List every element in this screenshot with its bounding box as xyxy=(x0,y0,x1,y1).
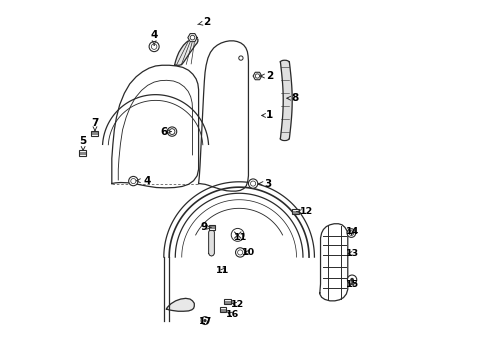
Text: 1: 1 xyxy=(261,111,273,121)
FancyBboxPatch shape xyxy=(292,209,298,214)
Text: 11: 11 xyxy=(233,233,246,242)
Circle shape xyxy=(248,179,257,188)
Text: 6: 6 xyxy=(160,127,171,136)
Polygon shape xyxy=(166,298,194,311)
FancyBboxPatch shape xyxy=(220,307,225,312)
Circle shape xyxy=(167,127,176,136)
Polygon shape xyxy=(198,41,248,191)
Text: 14: 14 xyxy=(345,228,358,237)
Circle shape xyxy=(349,278,353,282)
Text: 8: 8 xyxy=(286,93,298,103)
FancyBboxPatch shape xyxy=(208,225,215,230)
Text: 4: 4 xyxy=(136,176,150,186)
Circle shape xyxy=(201,317,208,324)
Text: 5: 5 xyxy=(80,136,86,150)
Text: 12: 12 xyxy=(230,300,244,309)
FancyBboxPatch shape xyxy=(224,300,230,305)
Circle shape xyxy=(235,248,244,257)
Polygon shape xyxy=(319,224,347,301)
Text: 3: 3 xyxy=(258,179,271,189)
Circle shape xyxy=(169,129,175,134)
Text: 13: 13 xyxy=(345,249,358,258)
Text: 4: 4 xyxy=(150,30,158,45)
Polygon shape xyxy=(187,33,197,42)
FancyBboxPatch shape xyxy=(79,150,86,156)
Polygon shape xyxy=(174,38,198,65)
Text: 11: 11 xyxy=(216,266,229,275)
Text: 9: 9 xyxy=(201,222,210,232)
Polygon shape xyxy=(112,65,198,188)
Circle shape xyxy=(149,41,159,51)
Circle shape xyxy=(346,229,355,237)
Polygon shape xyxy=(208,229,214,256)
Polygon shape xyxy=(253,72,261,80)
Polygon shape xyxy=(280,62,292,139)
Text: 17: 17 xyxy=(198,317,211,326)
Text: 15: 15 xyxy=(345,280,358,289)
Text: 2: 2 xyxy=(260,71,273,81)
Circle shape xyxy=(203,319,206,322)
Circle shape xyxy=(346,275,356,284)
Text: 7: 7 xyxy=(91,118,99,131)
Circle shape xyxy=(128,176,138,186)
Text: 2: 2 xyxy=(197,17,210,27)
Text: 10: 10 xyxy=(241,248,254,257)
Text: 12: 12 xyxy=(296,207,312,216)
Text: 16: 16 xyxy=(225,310,239,319)
FancyBboxPatch shape xyxy=(91,131,98,136)
